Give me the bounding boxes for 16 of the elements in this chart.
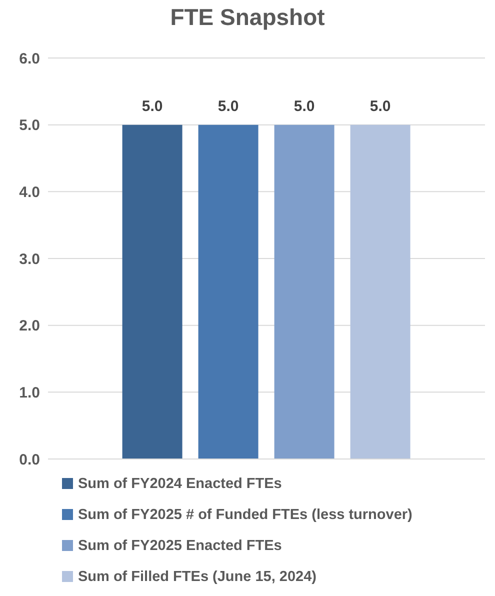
legend-label: Sum of FY2025 # of Funded FTEs (less turnover)	[78, 506, 412, 522]
y-tick-label: 1.0	[19, 384, 40, 402]
data-label: 5.0	[294, 98, 315, 115]
y-tick-label: 6.0	[19, 50, 40, 68]
y-tick-label: 2.0	[19, 318, 40, 335]
data-label: 5.0	[142, 98, 163, 115]
y-tick-label: 5.0	[19, 117, 40, 134]
y-tick-label: 4.0	[19, 184, 40, 201]
data-label: 5.0	[218, 98, 239, 115]
data-label: 5.0	[370, 98, 391, 115]
chart-title: FTE Snapshot	[169, 4, 326, 32]
y-tick-label: 0.0	[19, 451, 40, 468]
legend-label: Sum of FY2025 Enacted FTEs	[78, 538, 282, 554]
legend-label: Sum of Filled FTEs (June 15, 2024)	[78, 568, 317, 584]
y-tick-label: 3.0	[19, 250, 40, 268]
legend-label: Sum of FY2024 Enacted FTEs	[78, 476, 282, 492]
